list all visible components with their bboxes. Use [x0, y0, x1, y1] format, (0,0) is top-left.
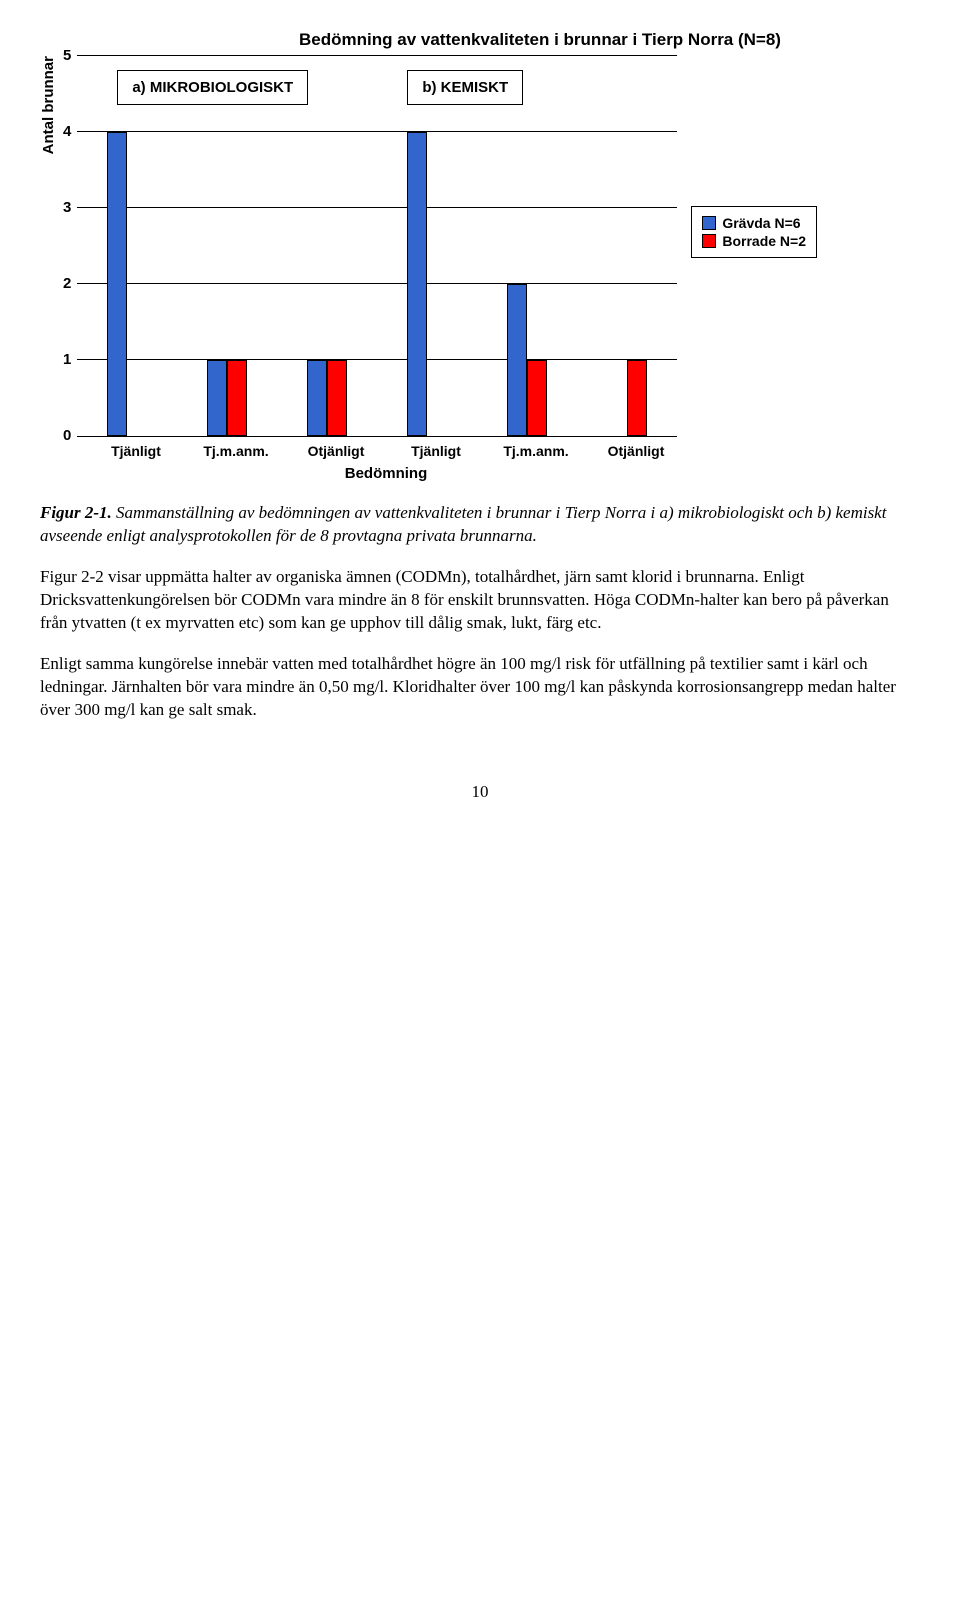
- x-axis-ticks: TjänligtTj.m.anm.OtjänligtTjänligtTj.m.a…: [86, 437, 686, 459]
- gridline: [77, 131, 677, 132]
- legend-label: Borrade N=2: [722, 233, 806, 249]
- bar-borrade: [327, 360, 347, 436]
- figure-caption-text: Sammanställning av bedömningen av vatten…: [40, 503, 886, 545]
- subtitle-b: b) KEMISKT: [407, 70, 523, 105]
- legend-item: Borrade N=2: [702, 233, 806, 249]
- bar-gravda: [307, 360, 327, 436]
- gridline: [77, 207, 677, 208]
- paragraph-2: Enligt samma kungörelse innebär vatten m…: [40, 653, 920, 722]
- page-number: 10: [40, 782, 920, 802]
- chart-container: Bedömning av vattenkvaliteten i brunnar …: [40, 30, 920, 482]
- bar-borrade: [227, 360, 247, 436]
- legend-swatch: [702, 216, 716, 230]
- bar-gravda: [407, 132, 427, 436]
- x-tick: Otjänligt: [286, 437, 386, 459]
- bar-borrade: [527, 360, 547, 436]
- chart-plot: a) MIKROBIOLOGISKT b) KEMISKT: [77, 56, 677, 437]
- x-tick: Tjänligt: [86, 437, 186, 459]
- chart-legend: Grävda N=6 Borrade N=2: [691, 206, 817, 258]
- bar-gravda: [107, 132, 127, 436]
- figure-caption: Figur 2-1. Sammanställning av bedömninge…: [40, 502, 920, 548]
- x-tick: Tj.m.anm.: [186, 437, 286, 459]
- legend-swatch: [702, 234, 716, 248]
- chart-area: Antal brunnar 543210 a) MIKROBIOLOGISKT …: [40, 56, 920, 437]
- bar-gravda: [507, 284, 527, 436]
- gridline: [77, 55, 677, 56]
- gridline: [77, 359, 677, 360]
- legend-item: Grävda N=6: [702, 215, 806, 231]
- legend-label: Grävda N=6: [722, 215, 800, 231]
- x-tick: Tj.m.anm.: [486, 437, 586, 459]
- x-axis-wrap: TjänligtTj.m.anm.OtjänligtTjänligtTj.m.a…: [86, 437, 920, 482]
- figure-ref: Figur 2-1.: [40, 503, 112, 522]
- x-axis-label: Bedömning: [86, 465, 686, 482]
- gridline: [77, 283, 677, 284]
- x-tick: Tjänligt: [386, 437, 486, 459]
- y-axis-label: Antal brunnar: [40, 56, 57, 274]
- bar-borrade: [627, 360, 647, 436]
- subtitle-a: a) MIKROBIOLOGISKT: [117, 70, 308, 105]
- y-axis-ticks: 543210: [63, 56, 77, 436]
- chart-title: Bedömning av vattenkvaliteten i brunnar …: [160, 30, 920, 50]
- paragraph-1: Figur 2-2 visar uppmätta halter av organ…: [40, 566, 920, 635]
- bar-gravda: [207, 360, 227, 436]
- x-tick: Otjänligt: [586, 437, 686, 459]
